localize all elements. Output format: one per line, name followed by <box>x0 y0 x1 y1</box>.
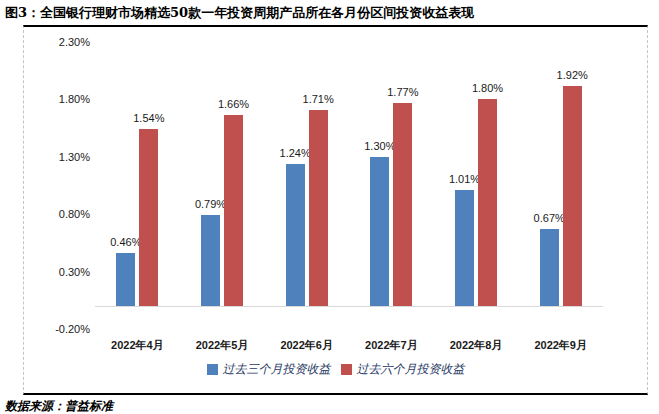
x-axis-label: 2022年8月 <box>450 338 503 353</box>
bar-value-label: 1.77% <box>387 86 418 98</box>
bar-series-past-3m: 1.01% <box>455 190 474 306</box>
bar-series-past-6m: 1.77% <box>393 103 412 306</box>
bar-value-label: 0.46% <box>110 236 141 248</box>
y-axis-tick-label: 2.30% <box>24 35 90 49</box>
bar-series-past-6m: 1.71% <box>309 110 328 306</box>
x-axis-label: 2022年7月 <box>365 338 418 353</box>
bar-group: 1.24%1.71%2022年6月 <box>264 27 349 306</box>
bar-value-label: 1.66% <box>218 98 249 110</box>
legend-label: 过去六个月投资收益 <box>357 361 465 378</box>
bar-value-label: 1.71% <box>303 93 334 105</box>
legend: 过去三个月投资收益 过去六个月投资收益 <box>24 361 647 378</box>
bar-series-past-6m: 1.66% <box>224 115 243 306</box>
bar-group: 0.79%1.66%2022年5月 <box>180 27 265 306</box>
figure-title: 图3：全国银行理财市场精选50款一年投资周期产品所在各月份区间投资收益表现 <box>5 4 655 22</box>
bar-series-past-3m: 1.24% <box>286 164 305 306</box>
bar-value-label: 1.01% <box>449 173 480 185</box>
y-axis-tick-label: 1.80% <box>24 92 90 106</box>
chart-frame: 2.30%1.80%1.30%0.80%0.30%-0.20% 0.46%1.5… <box>23 25 648 395</box>
bar-series-past-6m: 1.54% <box>139 129 158 306</box>
bar-series-past-3m: 1.30% <box>370 157 389 306</box>
bar-series-past-6m: 1.92% <box>563 86 582 306</box>
y-axis-tick-label: 0.30% <box>24 265 90 279</box>
bar-group: 1.30%1.77%2022年7月 <box>349 27 434 306</box>
legend-swatch-past-3m <box>207 364 218 375</box>
bar-value-label: 1.30% <box>364 140 395 152</box>
data-source: 数据来源：普益标准 <box>5 398 113 414</box>
legend-swatch-past-6m <box>341 364 352 375</box>
bar-group: 0.46%1.54%2022年4月 <box>95 27 180 306</box>
bar-series-past-3m: 0.79% <box>201 215 220 306</box>
x-axis-label: 2022年5月 <box>196 338 249 353</box>
legend-item: 过去三个月投资收益 <box>207 361 331 378</box>
bar-value-label: 1.80% <box>472 82 503 94</box>
bar-series-past-3m: 0.46% <box>116 253 135 306</box>
y-axis-tick-label: 1.30% <box>24 150 90 164</box>
bar-value-label: 1.54% <box>133 112 164 124</box>
bar-value-label: 1.24% <box>280 147 311 159</box>
x-axis-label: 2022年6月 <box>280 338 333 353</box>
plot-area: 0.46%1.54%2022年4月0.79%1.66%2022年5月1.24%1… <box>95 27 603 306</box>
bar-value-label: 1.92% <box>557 69 588 81</box>
bar-series-past-6m: 1.80% <box>478 99 497 306</box>
x-axis-baseline <box>95 306 603 307</box>
y-axis-tick-label: -0.20% <box>24 322 90 336</box>
bar-group: 0.67%1.92%2022年9月 <box>518 27 603 306</box>
bar-value-label: 0.79% <box>195 198 226 210</box>
bar-group: 1.01%1.80%2022年8月 <box>434 27 519 306</box>
legend-label: 过去三个月投资收益 <box>223 361 331 378</box>
bar-series-past-3m: 0.67% <box>540 229 559 306</box>
x-axis-label: 2022年9月 <box>534 338 587 353</box>
y-axis-tick-label: 0.80% <box>24 207 90 221</box>
x-axis-label: 2022年4月 <box>111 338 164 353</box>
bar-value-label: 0.67% <box>534 212 565 224</box>
legend-item: 过去六个月投资收益 <box>341 361 465 378</box>
